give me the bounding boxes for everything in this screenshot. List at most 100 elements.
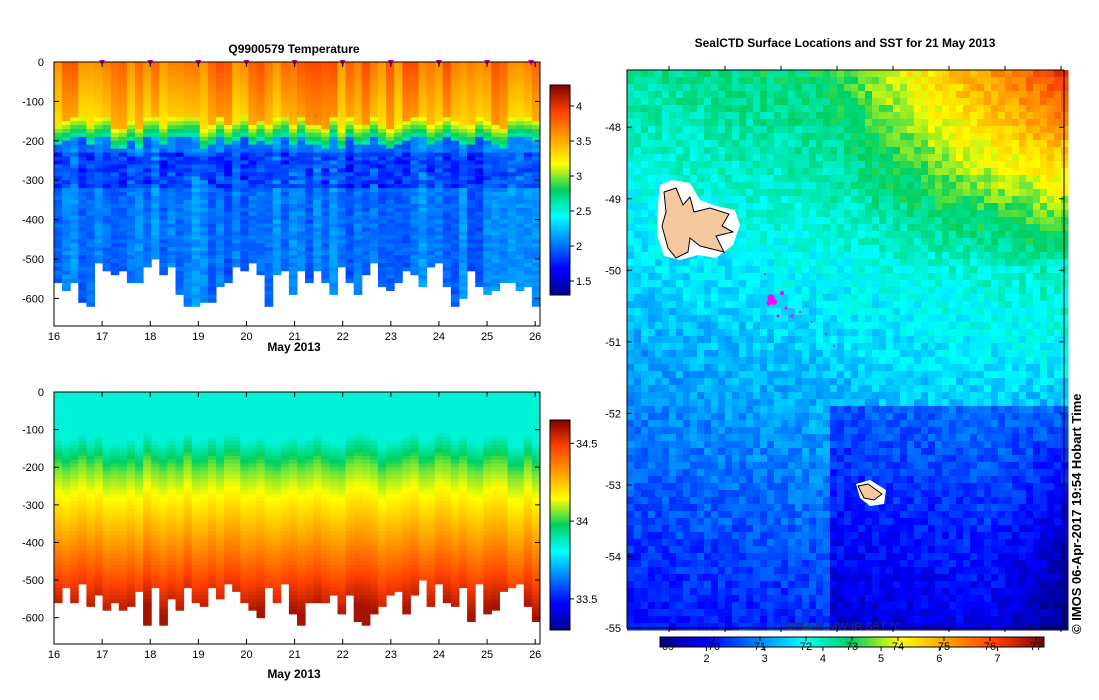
temp-cell xyxy=(410,97,419,102)
temp-cell xyxy=(337,65,347,71)
temp-cell xyxy=(442,231,452,236)
temp-cell xyxy=(402,117,411,122)
temp-cell xyxy=(321,148,330,154)
temp-cell xyxy=(434,207,444,213)
temp-cell xyxy=(337,109,347,114)
salinity-cell xyxy=(143,444,152,449)
temp-cell xyxy=(305,105,314,110)
salinity-cell xyxy=(224,403,233,408)
temp-cell xyxy=(199,251,209,256)
salinity-cell xyxy=(118,433,128,438)
temp-cell xyxy=(402,231,411,236)
temp-cell xyxy=(369,247,379,252)
temp-cell xyxy=(167,223,176,228)
salinity-cell xyxy=(272,587,282,592)
temp-cell xyxy=(426,81,436,87)
salinity-cell xyxy=(126,463,136,468)
temp-cell xyxy=(499,239,509,244)
salinity-cell xyxy=(199,493,209,498)
temp-cell xyxy=(297,168,306,173)
salinity-cell xyxy=(224,501,233,506)
temp-cell xyxy=(410,219,419,224)
temp-cell xyxy=(353,125,363,130)
temp-cell xyxy=(523,247,533,252)
salinity-cell xyxy=(143,399,152,404)
colorbar-tick-label: 2 xyxy=(576,241,582,253)
temp-cell xyxy=(126,270,136,276)
temp-cell xyxy=(183,144,193,150)
temp-cell xyxy=(491,77,500,83)
temp-cell xyxy=(345,192,355,197)
temp-cell xyxy=(151,172,160,177)
salinity-cell xyxy=(54,452,63,457)
salinity-cell xyxy=(264,463,274,468)
temp-cell xyxy=(305,77,314,83)
temp-cell xyxy=(369,239,379,244)
temp-cell xyxy=(288,121,298,126)
salinity-cell xyxy=(264,403,274,408)
temp-cell xyxy=(426,192,436,197)
salinity-cell xyxy=(232,531,241,536)
salinity-cell xyxy=(199,418,209,423)
temp-cell xyxy=(305,85,314,90)
temp-cell xyxy=(135,62,144,67)
salinity-cell xyxy=(78,444,87,449)
salinity-cell xyxy=(126,534,136,540)
temp-cell xyxy=(321,278,330,284)
temp-cell xyxy=(321,132,330,138)
temp-cell xyxy=(280,176,290,181)
temp-cell xyxy=(159,215,168,221)
temp-cell xyxy=(410,85,419,90)
salinity-cell xyxy=(207,527,217,532)
temp-cell xyxy=(86,247,95,252)
temp-cell xyxy=(442,152,452,157)
salinity-cell xyxy=(135,534,144,540)
salinity-cell xyxy=(248,580,257,585)
temp-cell xyxy=(126,188,136,193)
salinity-cell xyxy=(264,399,274,404)
temp-cell xyxy=(135,211,144,217)
temp-cell xyxy=(523,160,533,165)
temp-cell xyxy=(78,140,87,146)
temp-cell xyxy=(256,211,266,217)
temp-cell xyxy=(70,188,79,193)
temp-cell xyxy=(531,184,541,189)
salinity-cell xyxy=(62,583,71,589)
temp-cell xyxy=(337,168,347,173)
temp-cell xyxy=(280,132,290,138)
temp-cell xyxy=(224,148,233,154)
temp-cell xyxy=(394,239,403,244)
temp-cell xyxy=(394,69,403,75)
temp-cell xyxy=(183,85,193,90)
temp-cell xyxy=(402,62,411,67)
salinity-cell xyxy=(264,455,274,461)
temp-cell xyxy=(353,65,363,71)
temp-cell xyxy=(297,203,306,209)
temp-cell xyxy=(402,140,411,146)
salinity-cell xyxy=(191,482,201,487)
temp-cell xyxy=(102,176,112,181)
temp-cell xyxy=(394,97,403,102)
temp-cell xyxy=(159,235,168,240)
temp-cell xyxy=(523,270,533,276)
temp-cell xyxy=(507,176,517,181)
temp-cell xyxy=(159,109,168,114)
temp-cell xyxy=(159,251,168,256)
salinity-cell xyxy=(159,550,168,555)
temp-cell xyxy=(459,168,468,173)
temp-cell xyxy=(459,219,468,224)
temp-cell xyxy=(224,255,233,260)
salinity-cell xyxy=(94,452,104,457)
temp-cell xyxy=(264,188,274,193)
temp-cell xyxy=(305,196,314,201)
temp-cell xyxy=(483,105,492,110)
temp-cell xyxy=(207,101,217,106)
temp-cell xyxy=(410,125,419,130)
temp-cell xyxy=(523,132,533,138)
temp-cell xyxy=(224,251,233,256)
temp-cell xyxy=(199,125,209,130)
salinity-cell xyxy=(224,568,233,574)
temp-cell xyxy=(118,203,128,209)
temp-cell xyxy=(337,247,347,252)
temp-cell xyxy=(224,278,233,284)
